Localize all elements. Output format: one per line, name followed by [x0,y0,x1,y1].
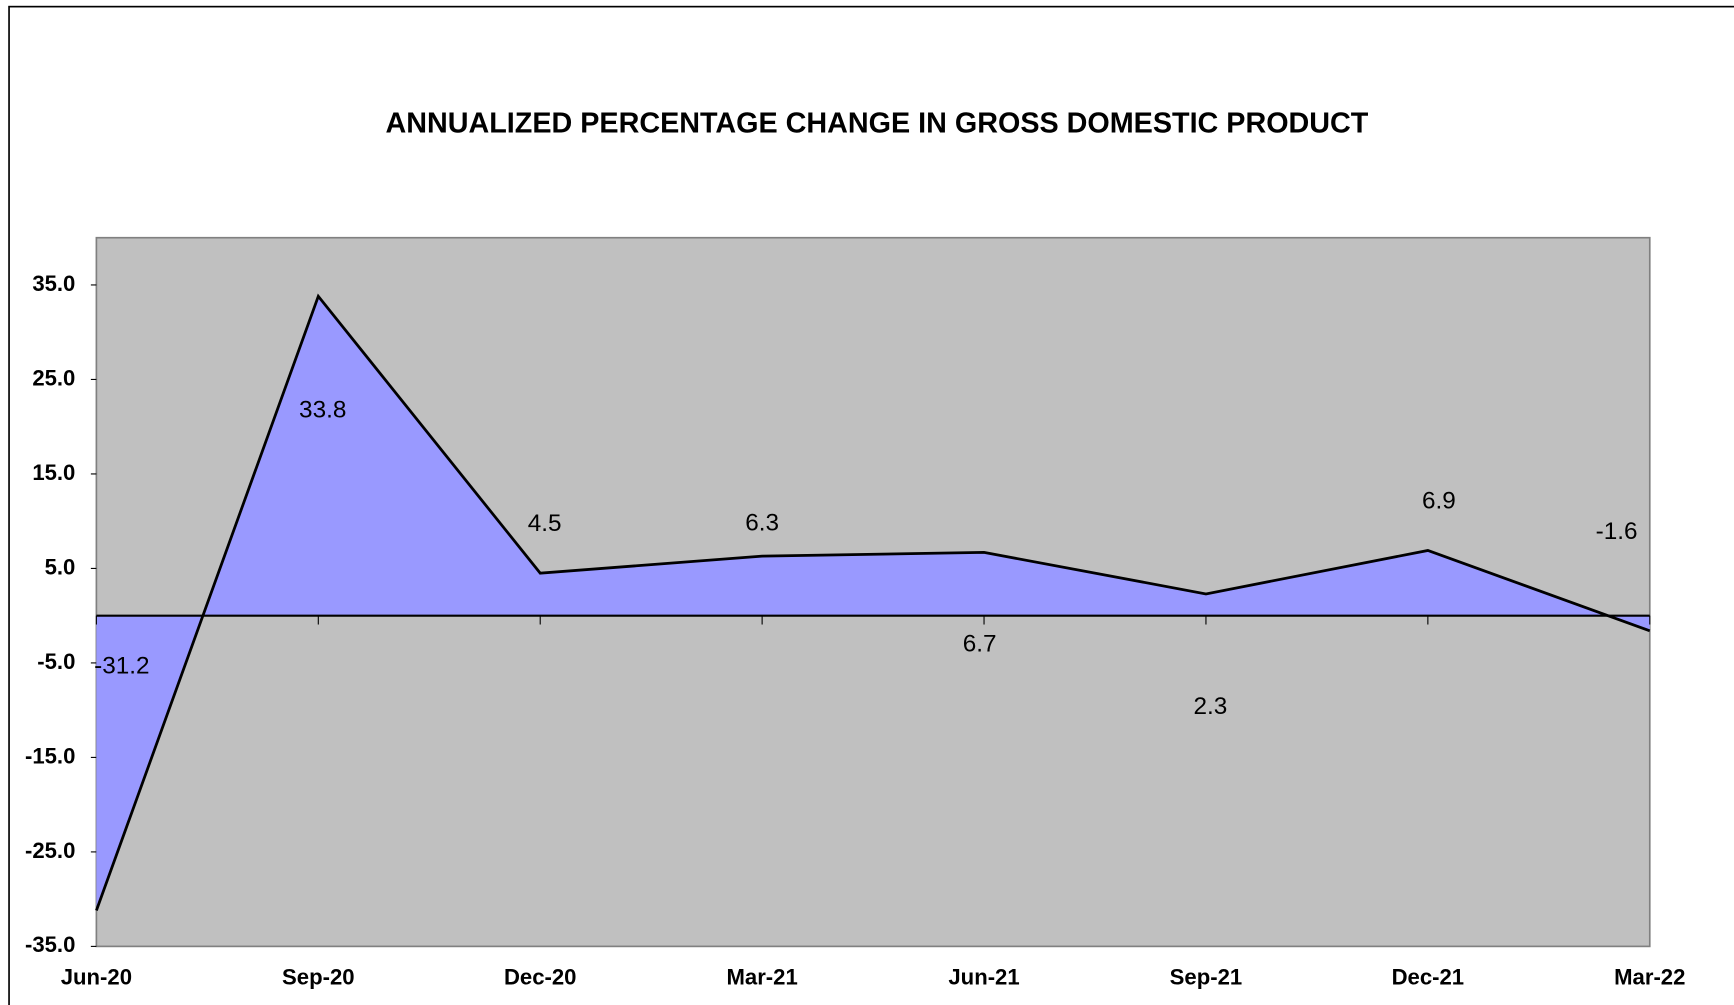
chart-title: ANNUALIZED PERCENTAGE CHANGE IN GROSS DO… [386,108,1369,140]
y-tick-label: 15.0 [32,460,75,485]
data-label: 6.9 [1422,487,1456,514]
y-tick-label: -35.0 [25,932,75,957]
y-tick-label: -5.0 [37,649,75,674]
y-tick-label: 35.0 [32,271,75,296]
x-tick-label: Mar-21 [726,964,797,989]
data-label: 2.3 [1193,693,1227,720]
data-label: -31.2 [94,653,149,680]
line [95,293,1651,911]
x-tick-label: Mar-22 [1614,964,1685,989]
x-tick-label: Sep-21 [1170,964,1243,989]
y-tick-label: 5.0 [45,554,76,579]
area [96,296,1650,911]
data-label: 6.3 [745,510,779,537]
data-label: -1.6 [1596,518,1638,545]
x-tick-label: Sep-20 [282,964,355,989]
y-tick-label: -25.0 [25,838,75,863]
x-tick-label: Dec-20 [504,964,577,989]
data-label: 4.5 [528,510,562,537]
y-tick-label: -15.0 [25,743,75,768]
x-tick-label: Dec-21 [1392,964,1465,989]
data-label: 6.7 [963,631,997,658]
y-tick-label: 25.0 [32,365,75,390]
x-tick-label: Jun-21 [948,964,1019,989]
data-label: 33.8 [299,397,346,424]
x-tick-label: Jun-20 [61,964,132,989]
